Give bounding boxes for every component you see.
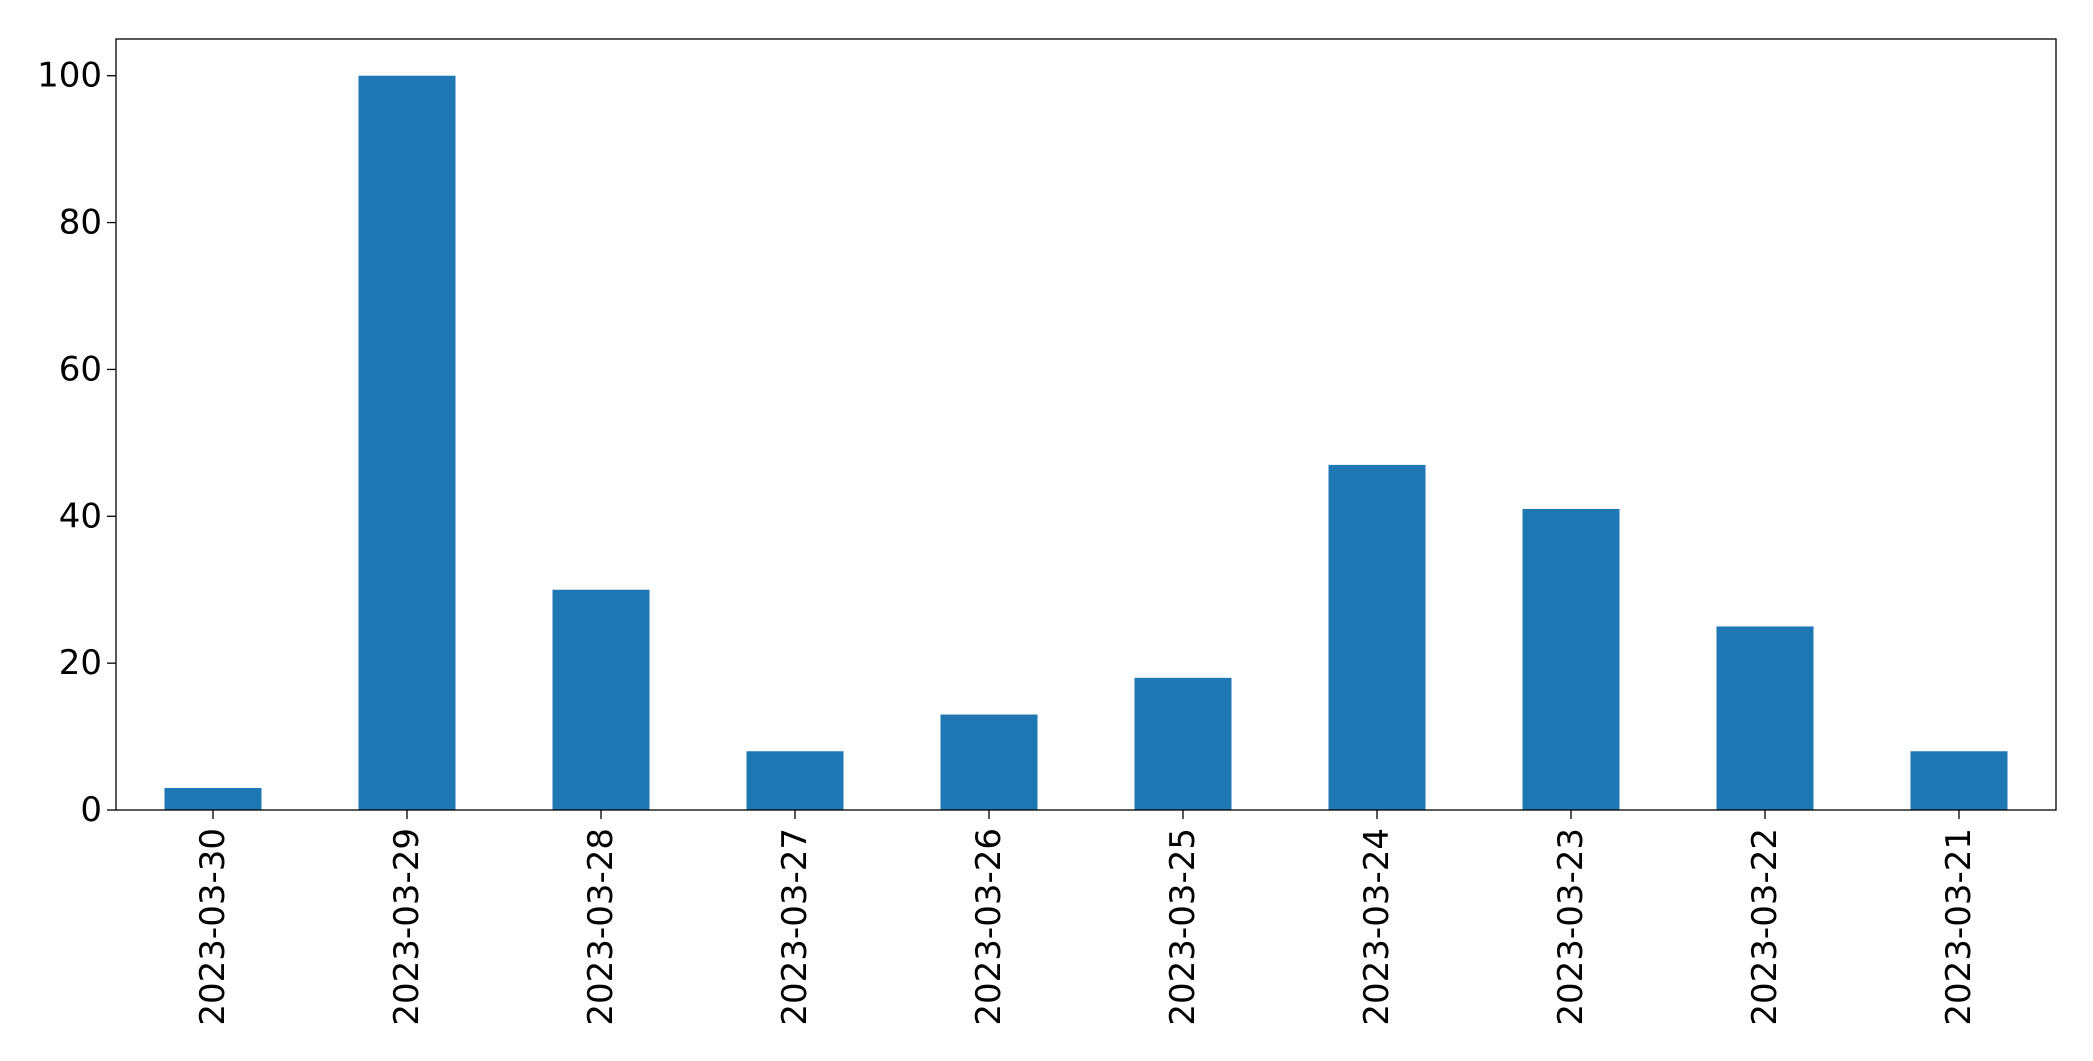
x-tick-label: 2023-03-25	[1163, 828, 1203, 1026]
x-tick-label: 2023-03-24	[1357, 828, 1397, 1026]
bar-2023-03-29	[358, 75, 456, 810]
x-tick-label: 2023-03-30	[193, 828, 233, 1026]
x-axis: 2023-03-30 2023-03-29 2023-03-28 2023-03-27…	[193, 810, 1979, 1026]
y-tick-label: 40	[59, 496, 102, 536]
y-tick-label: 0	[80, 790, 102, 830]
x-tick-label: 2023-03-26	[969, 828, 1009, 1026]
bar-2023-03-30	[164, 787, 262, 810]
y-tick-label: 80	[59, 203, 102, 243]
bar-2023-03-23	[1522, 508, 1620, 810]
bar-2023-03-25	[1134, 677, 1232, 810]
bar-2023-03-21	[1910, 751, 2008, 810]
x-tick-label: 2023-03-22	[1745, 828, 1785, 1026]
x-tick-label: 2023-03-28	[581, 828, 621, 1026]
bar-2023-03-26	[940, 714, 1038, 810]
bar-2023-03-24	[1328, 464, 1426, 810]
bar-2023-03-22	[1716, 626, 1814, 810]
x-tick-label: 2023-03-27	[775, 828, 815, 1026]
bar-2023-03-28	[552, 589, 650, 810]
bar-2023-03-27	[746, 751, 844, 810]
y-tick-label: 20	[59, 643, 102, 683]
y-tick-label: 100	[37, 56, 102, 96]
y-tick-label: 60	[59, 349, 102, 389]
bars-group	[164, 75, 2008, 810]
x-tick-label: 2023-03-21	[1939, 828, 1979, 1026]
plot-frame	[115, 38, 2057, 811]
x-tick-label: 2023-03-29	[387, 828, 427, 1026]
y-axis: 0 20 40 60 80 100	[37, 56, 116, 830]
x-tick-label: 2023-03-23	[1551, 828, 1591, 1026]
